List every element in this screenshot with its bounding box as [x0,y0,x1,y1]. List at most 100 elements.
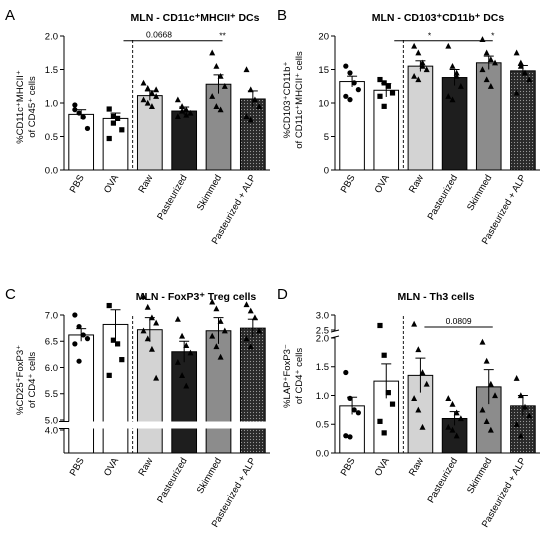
data-point [381,352,387,358]
data-point [389,90,396,96]
panel-d-letter: D [277,286,288,303]
data-point [483,49,490,56]
data-point [256,327,263,334]
data-point [347,97,353,103]
data-point [148,89,155,96]
y-tick-label: 7.0 [45,310,58,321]
significance-star: * [428,31,432,41]
panel-c-plot: 4.05.0 5.5 6.0 6.5 7.0 PBS OVA Raw Pasteurized Sk… [45,293,274,529]
y-tick-label: 0.0 [45,165,58,176]
data-point [449,62,456,69]
data-point [209,49,216,56]
data-point [526,76,533,83]
data-point [183,342,190,349]
data-point [457,415,464,422]
data-point [80,332,86,338]
data-point [343,63,349,69]
category-label: Pasteurized [426,173,461,222]
data-point [377,322,383,329]
data-point [221,83,228,89]
data-point [217,73,224,79]
data-point [415,76,422,83]
data-point [449,426,456,433]
y-tick-label: 4.0 [45,425,58,436]
data-point [106,372,112,378]
data-point [423,66,430,73]
panel-a: A MLN - CD11c⁺MHCII⁺ DCs %CD11c⁺MHCII⁺ o… [5,7,270,246]
y-tick-label: 20 [318,31,329,42]
data-point [247,307,254,314]
panel-d-plot: 0.0 0.5 1.0 1.5 2.02.5 3.0 PBS OVA Raw Pasteurize… [316,310,540,529]
data-point [453,69,460,76]
data-point [385,390,391,396]
data-point [377,93,383,99]
category-label: Skimmed [465,173,494,213]
data-point [247,116,254,123]
data-point [187,109,194,116]
significance-stars: ** [219,31,226,41]
category-label: Raw [407,173,426,195]
data-point [343,433,349,439]
y-tick-label: 1.5 [45,65,58,76]
category-label: Pasteurized [426,456,461,505]
data-point [415,49,422,56]
bar [239,327,266,454]
y-tick-label: 6.5 [45,337,58,348]
data-point [517,432,524,439]
panel-b: B MLN - CD103⁺CD11b⁺ DCs %CD103⁺CD11b⁺ o… [277,7,540,246]
data-point [385,83,391,89]
bar [441,77,468,171]
data-point [487,56,494,63]
panel-d: D MLN - Th3 cells %LAP⁺FoxP3⁻ of CD4⁺ ce… [277,286,540,529]
data-point [183,382,190,389]
data-point [84,336,91,342]
data-point [251,96,258,103]
data-point [415,406,422,413]
data-point [513,49,520,56]
data-point [243,335,250,342]
panel-c-letter: C [5,286,16,303]
data-point [517,59,524,66]
data-point [479,338,486,345]
bar [239,98,266,171]
category-label: OVA [102,172,122,195]
y-tick-label: 0.5 [45,132,58,143]
data-point [84,125,91,132]
bar [475,62,502,171]
data-point [174,316,181,322]
category-label: PBS [339,456,358,478]
data-point [183,106,190,113]
bar [136,95,163,171]
data-point [411,320,418,327]
data-point [513,375,520,381]
data-point [526,412,533,419]
data-point [144,99,151,106]
category-label: Skimmed [195,173,224,213]
data-point [209,93,216,99]
data-point [343,369,349,376]
data-point [419,369,426,376]
y-tick-label: 0.0 [316,448,329,459]
data-point [445,423,452,430]
data-point [251,314,258,321]
data-point [217,106,224,113]
data-point [453,432,460,439]
data-point [445,395,452,401]
data-point [487,83,494,89]
data-point [213,305,220,312]
data-point [449,96,456,103]
category-label: Skimmed [195,456,224,496]
data-point [106,302,112,309]
data-point [415,346,422,353]
data-point [174,359,181,365]
category-label: OVA [102,455,122,478]
bar [339,81,365,171]
bar [510,70,536,171]
data-point [522,69,529,76]
y-tick-label: 5 [324,132,329,143]
data-point [513,89,520,96]
bar [373,89,400,171]
data-point [187,349,194,356]
data-point [377,76,383,83]
data-point [76,323,82,330]
